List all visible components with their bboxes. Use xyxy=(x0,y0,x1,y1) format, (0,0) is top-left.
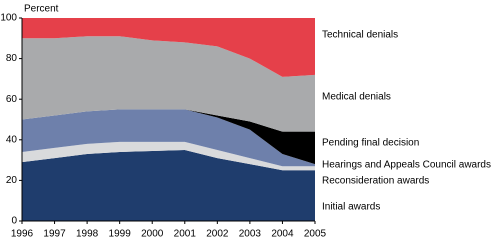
y-tick-label: 60 xyxy=(6,94,18,105)
x-tick-label: 2002 xyxy=(206,229,229,240)
y-tick-label: 40 xyxy=(6,134,18,145)
x-tick-label: 2003 xyxy=(239,229,262,240)
legend-label: Medical denials xyxy=(322,92,391,103)
x-tick-label: 1999 xyxy=(109,229,132,240)
legend-label: Initial awards xyxy=(322,202,380,213)
x-tick-label: 2005 xyxy=(304,229,327,240)
x-tick-label: 1998 xyxy=(76,229,99,240)
y-axis-label: Percent xyxy=(24,4,59,15)
x-tick-label: 2000 xyxy=(141,229,164,240)
y-tick-label: 100 xyxy=(0,13,17,24)
y-tick-label: 0 xyxy=(11,216,17,227)
x-tick-label: 2001 xyxy=(174,229,197,240)
legend-label: Technical denials xyxy=(322,30,398,41)
x-tick-label: 1997 xyxy=(43,229,66,240)
area xyxy=(22,18,315,77)
legend-label: Hearings and Appeals Council awards xyxy=(322,160,491,171)
area xyxy=(22,109,315,167)
area xyxy=(22,36,315,132)
legend-label: Pending final decision xyxy=(322,138,419,149)
y-tick-label: 80 xyxy=(6,53,18,64)
area xyxy=(22,109,315,165)
legend-label: Reconsideration awards xyxy=(322,176,429,187)
y-tick-label: 20 xyxy=(6,175,18,186)
area xyxy=(22,149,315,221)
area xyxy=(22,141,315,171)
x-tick-label: 1996 xyxy=(11,229,34,240)
x-tick-label: 2004 xyxy=(271,229,294,240)
